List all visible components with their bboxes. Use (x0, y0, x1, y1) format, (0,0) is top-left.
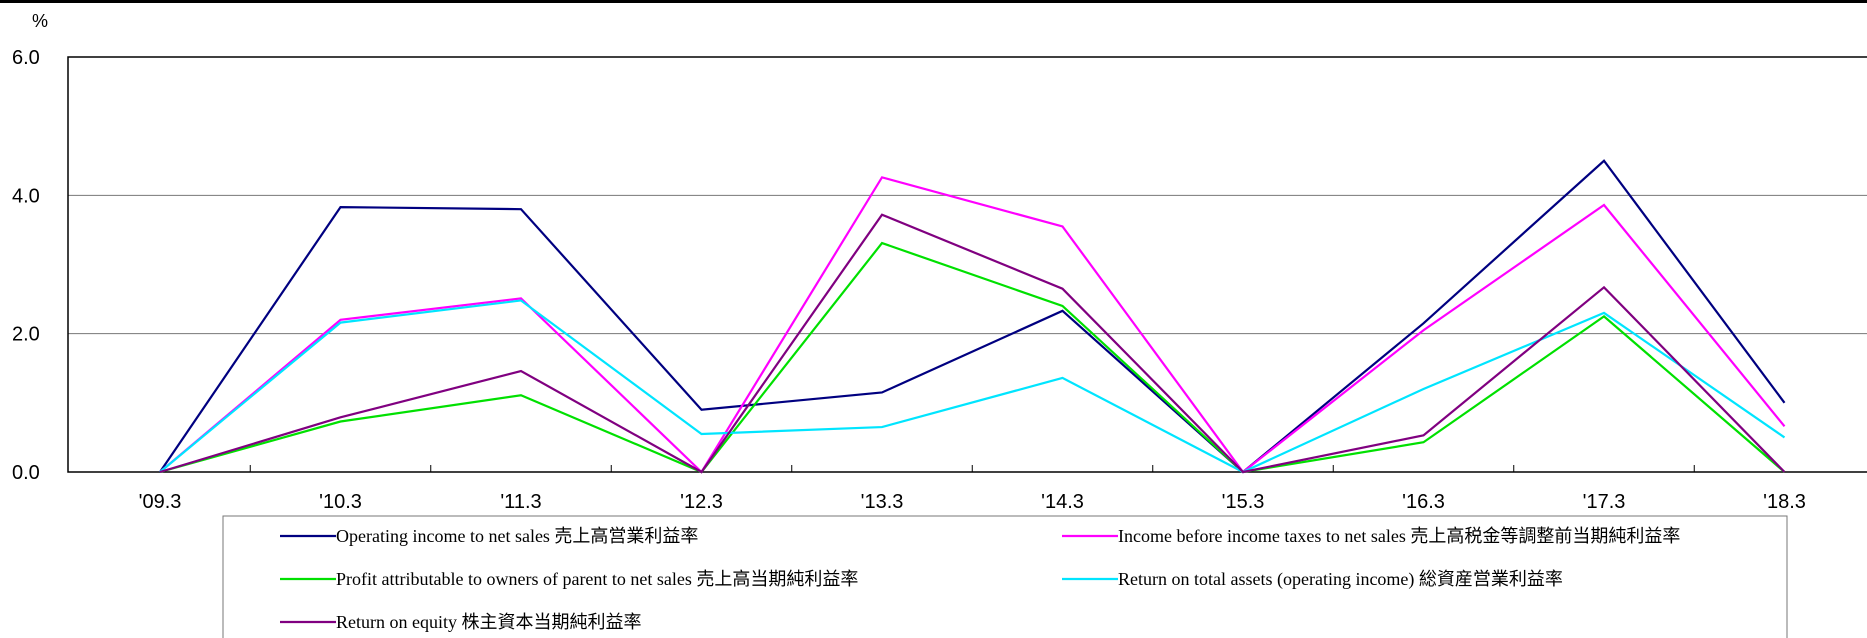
y-tick-label: 4.0 (12, 185, 40, 207)
y-tick-label: 0.0 (12, 462, 40, 484)
legend: Operating income to net sales 売上高営業利益率 In… (222, 515, 1788, 638)
series-line-4 (159, 299, 1786, 474)
series-line-2 (159, 176, 1786, 474)
x-tick-label: '15.3 (1222, 491, 1265, 513)
x-tick-label: '18.3 (1763, 491, 1806, 513)
legend-box (222, 515, 1788, 638)
legend-label: Profit attributable to owners of parent … (336, 569, 858, 589)
legend-label: Operating income to net sales 売上高営業利益率 (336, 526, 698, 546)
y-tick-label: 6.0 (12, 47, 40, 69)
series-lines (159, 159, 1786, 474)
x-tick-label: '09.3 (139, 491, 182, 513)
x-tick-label: '16.3 (1402, 491, 1445, 513)
x-tick-label: '14.3 (1041, 491, 1084, 513)
x-tick-label: '13.3 (861, 491, 904, 513)
x-tick-label: '12.3 (680, 491, 723, 513)
series-line-3 (159, 241, 1786, 474)
series-line-1 (159, 159, 1786, 474)
x-tick-label: '11.3 (500, 491, 541, 513)
top-border (0, 0, 1867, 3)
y-axis: 0.0 2.0 4.0 6.0 (12, 47, 40, 484)
legend-label: Income before income taxes to net sales … (1118, 526, 1680, 546)
x-tick-label: '10.3 (319, 491, 362, 513)
legend-items: Operating income to net sales 売上高営業利益率 In… (280, 526, 1680, 632)
y-axis-unit-label: % (32, 11, 48, 31)
gridlines (68, 194, 1867, 335)
legend-label: Return on total assets (operating income… (1118, 569, 1563, 590)
y-tick-label: 2.0 (12, 324, 40, 346)
x-axis: '09.3 '10.3 '11.3 '12.3 '13.3 '14.3 '15.3 '16.3… (139, 465, 1806, 513)
x-tick-label: '17.3 (1583, 491, 1626, 513)
plot-area-frame (67, 56, 1867, 473)
series-line-5 (159, 213, 1786, 474)
legend-label: Return on equity 株主資本当期純利益率 (336, 612, 641, 632)
